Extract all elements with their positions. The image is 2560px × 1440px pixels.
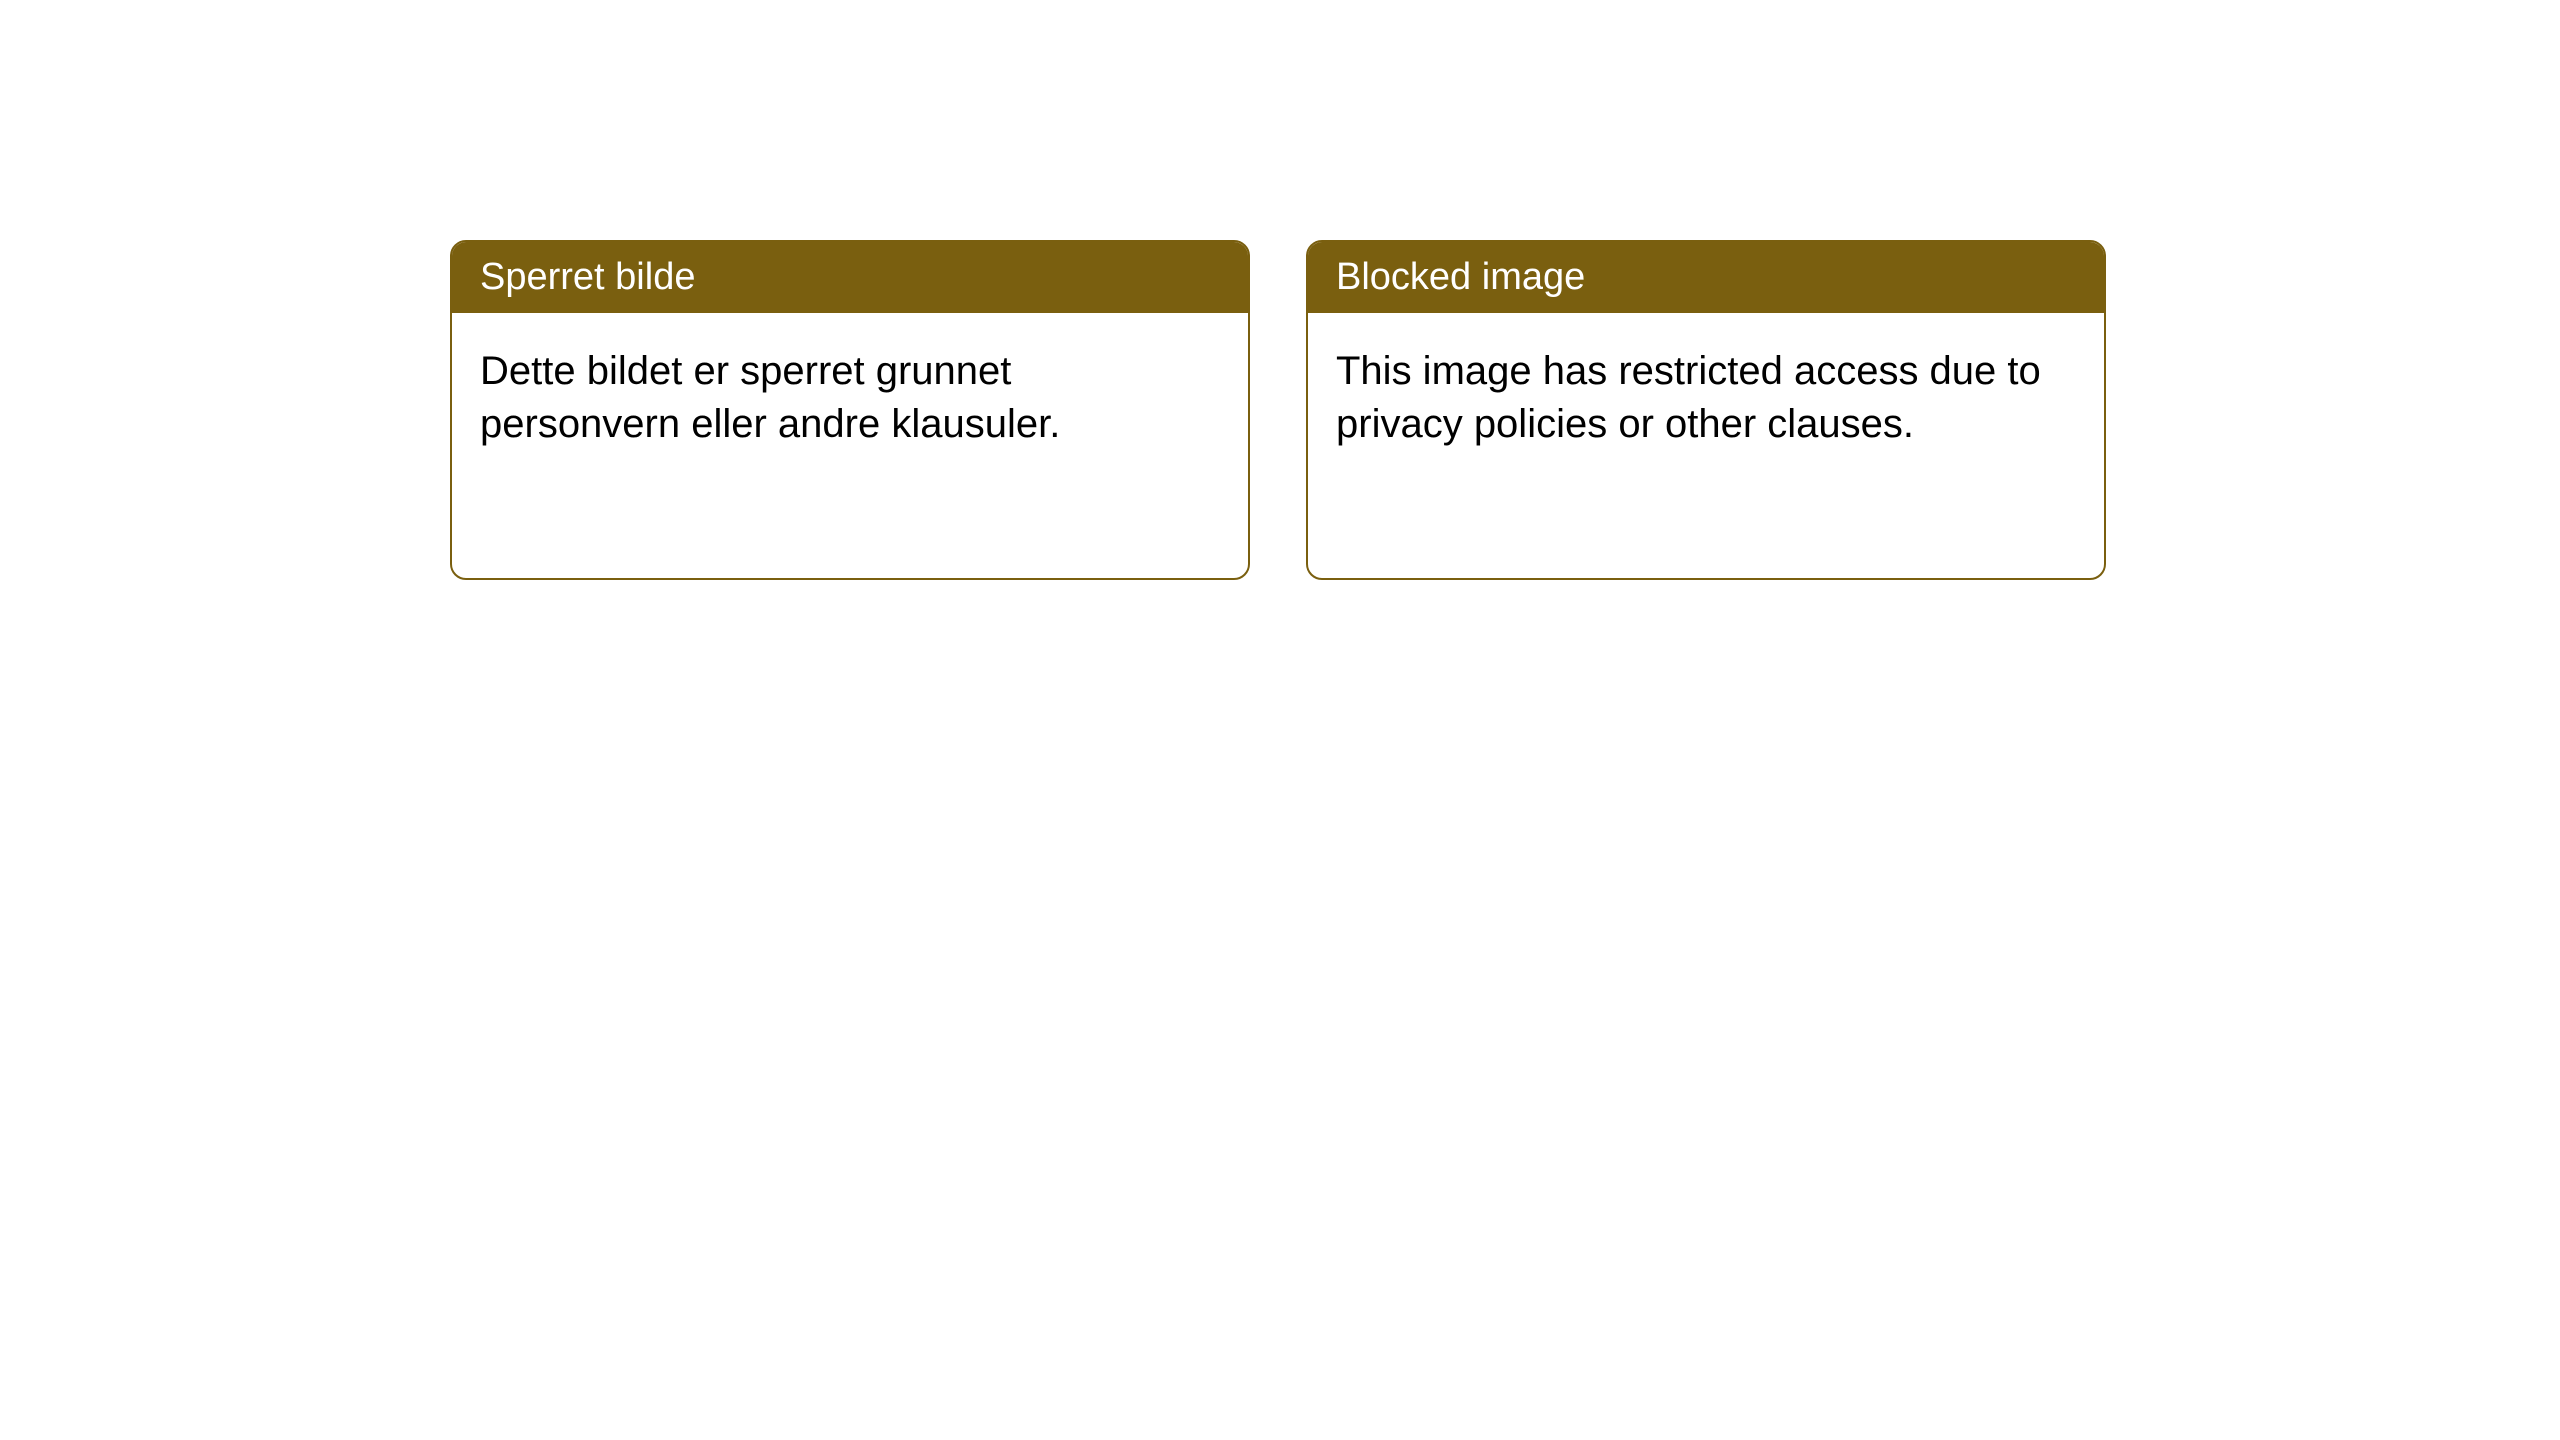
card-title-en: Blocked image: [1336, 256, 1585, 298]
card-header-en: Blocked image: [1308, 242, 2104, 313]
card-title-no: Sperret bilde: [480, 256, 695, 298]
blocked-image-card-no: Sperret bilde Dette bildet er sperret gr…: [450, 240, 1250, 580]
card-body-no: Dette bildet er sperret grunnet personve…: [452, 313, 1248, 483]
card-body-text-no: Dette bildet er sperret grunnet personve…: [480, 349, 1060, 446]
card-body-en: This image has restricted access due to …: [1308, 313, 2104, 483]
card-header-no: Sperret bilde: [452, 242, 1248, 313]
card-body-text-en: This image has restricted access due to …: [1336, 349, 2041, 446]
cards-container: Sperret bilde Dette bildet er sperret gr…: [450, 240, 2106, 580]
blocked-image-card-en: Blocked image This image has restricted …: [1306, 240, 2106, 580]
